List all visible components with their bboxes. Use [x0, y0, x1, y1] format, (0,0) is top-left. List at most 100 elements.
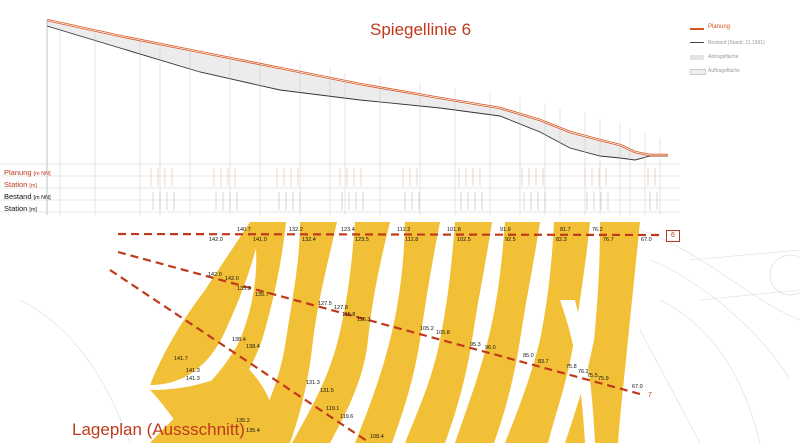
band-gap [560, 300, 595, 443]
line-6-label: 132.4 [302, 237, 316, 243]
legend-item-abtrag: Abtragsfläche [690, 52, 790, 66]
line-6-label: 112.2 [397, 227, 410, 233]
line-7-label: 127.5 [318, 301, 332, 307]
line-7-label: 116.3 [357, 317, 370, 323]
yellow-band-5 [405, 222, 492, 443]
line-7-label: 7 [648, 392, 652, 399]
legend: Planung Bestand (Stand: 11.1991) Abtrags… [690, 24, 790, 80]
line-7-label: 76.2 [578, 369, 589, 375]
line-6-label: 76.7 [603, 237, 614, 243]
line-7-label: 95.3 [470, 342, 481, 348]
line-6-label: 82.3 [556, 237, 567, 243]
fill-area [47, 20, 668, 160]
row-label-station-plan: Station [m] [4, 180, 37, 189]
legend-swatch-bestand [690, 42, 704, 43]
yellow-wedge-2 [150, 365, 280, 443]
site-line [699, 289, 800, 301]
row-label-station-bestand: Station [m] [4, 204, 37, 213]
line-6-label: 91.9 [500, 227, 511, 233]
line-7-label: 142.0 [225, 276, 239, 282]
legend-swatch-abtrag [690, 55, 704, 60]
line-6-label: 76.2 [592, 227, 603, 233]
line-7-label: 105.2 [420, 326, 434, 332]
row-unit: [m NN] [33, 171, 51, 177]
lower-line-label: 138.4 [246, 344, 260, 350]
lower-line-label: 119.6 [340, 414, 353, 420]
plan-title: Lageplan (Aussschnitt) [72, 420, 245, 439]
line-6-label: 112.8 [405, 237, 418, 243]
site-line [649, 259, 791, 381]
lower-line-label: 141.3 [186, 368, 200, 374]
yellow-band-3 [292, 222, 390, 443]
legend-swatch-planung [690, 28, 704, 30]
row-label-text: Station [4, 180, 28, 189]
profile-area [46, 18, 668, 215]
yellow-band-4 [355, 222, 440, 443]
line-7-label: 135.7 [255, 292, 269, 298]
line-7-label: 135.3 [237, 286, 251, 292]
line-6-label: 123.5 [355, 237, 369, 243]
site-roundabout [769, 254, 800, 296]
section-line-lower [109, 269, 371, 444]
section-lines [109, 232, 665, 444]
line-7-label: 105.8 [436, 330, 450, 336]
site-line [639, 229, 800, 321]
row-label-text: Station [4, 204, 28, 213]
site-line [689, 249, 800, 261]
page-title: Spiegellinie 6 [370, 20, 472, 39]
line-6-label: 142.0 [209, 237, 223, 243]
legend-label: Planung [708, 24, 731, 30]
line-6-label: 67.0 [641, 237, 652, 243]
line-6-label: 123.4 [341, 227, 355, 233]
line-6-label: 92.5 [505, 237, 516, 243]
line-6-label: 132.2 [289, 227, 303, 233]
legend-label: Auftragsfläche [708, 68, 740, 74]
site-line [19, 299, 131, 444]
yellow-band-2 [250, 222, 337, 443]
legend-item-planung: Planung [690, 24, 790, 38]
legend-swatch-auftrag [690, 69, 706, 75]
lower-line-label: 141.3 [186, 376, 200, 382]
lower-line-label: 131.5 [320, 388, 334, 394]
line-7-label: 75.8 [566, 364, 577, 370]
line-7-label: 83.7 [538, 359, 549, 365]
row-label-text: Planung [4, 168, 32, 177]
section-line-6 [117, 232, 665, 237]
row-label-bestand: Bestand [m NN] [4, 192, 51, 201]
line-7-label: 85.0 [523, 353, 534, 359]
line-7-label: 67.0 [632, 384, 643, 390]
lower-line-label: 141.7 [174, 356, 188, 362]
site-line [659, 299, 761, 444]
lageplan-area [19, 222, 800, 444]
line-7-label: 96.0 [485, 345, 496, 351]
lower-line-label: 135.4 [246, 428, 260, 434]
row-label-text: Bestand [4, 192, 32, 201]
site-line [639, 329, 701, 444]
legend-item-bestand: Bestand (Stand: 11.1991) [690, 38, 790, 52]
station-table [0, 163, 680, 213]
line-7-label: 75.5 [587, 373, 598, 379]
line-6-label: 140.7 [237, 227, 251, 233]
line-7-label: 115.8 [342, 312, 355, 318]
row-label-planung: Planung [m NN] [4, 168, 51, 177]
line-6-label: 102.5 [457, 237, 471, 243]
line-6-label: 81.7 [560, 227, 571, 233]
lower-line-label: 119.1 [326, 406, 339, 412]
legend-label: Bestand (Stand: 11.1991) [708, 40, 765, 46]
legend-label: Abtragsfläche [708, 54, 739, 60]
lower-line-label: 108.4 [370, 434, 384, 440]
lower-line-label: 135.2 [236, 418, 250, 424]
line-6-badge: 6 [666, 230, 680, 242]
line-7-label: 75.9 [598, 376, 609, 382]
line-7-label: 127.8 [334, 305, 348, 311]
line-7-label: 142.0 [208, 272, 222, 278]
row-unit: [m] [29, 207, 37, 213]
yellow-band-7 [505, 222, 590, 443]
lower-line-label: 138.4 [232, 337, 246, 343]
row-unit: [m NN] [33, 195, 51, 201]
lower-line-label: 131.3 [306, 380, 320, 386]
line-6-label: 101.8 [447, 227, 461, 233]
legend-item-auftrag: Auftragsfläche [690, 66, 790, 80]
line-6-label: 141.0 [253, 237, 267, 243]
